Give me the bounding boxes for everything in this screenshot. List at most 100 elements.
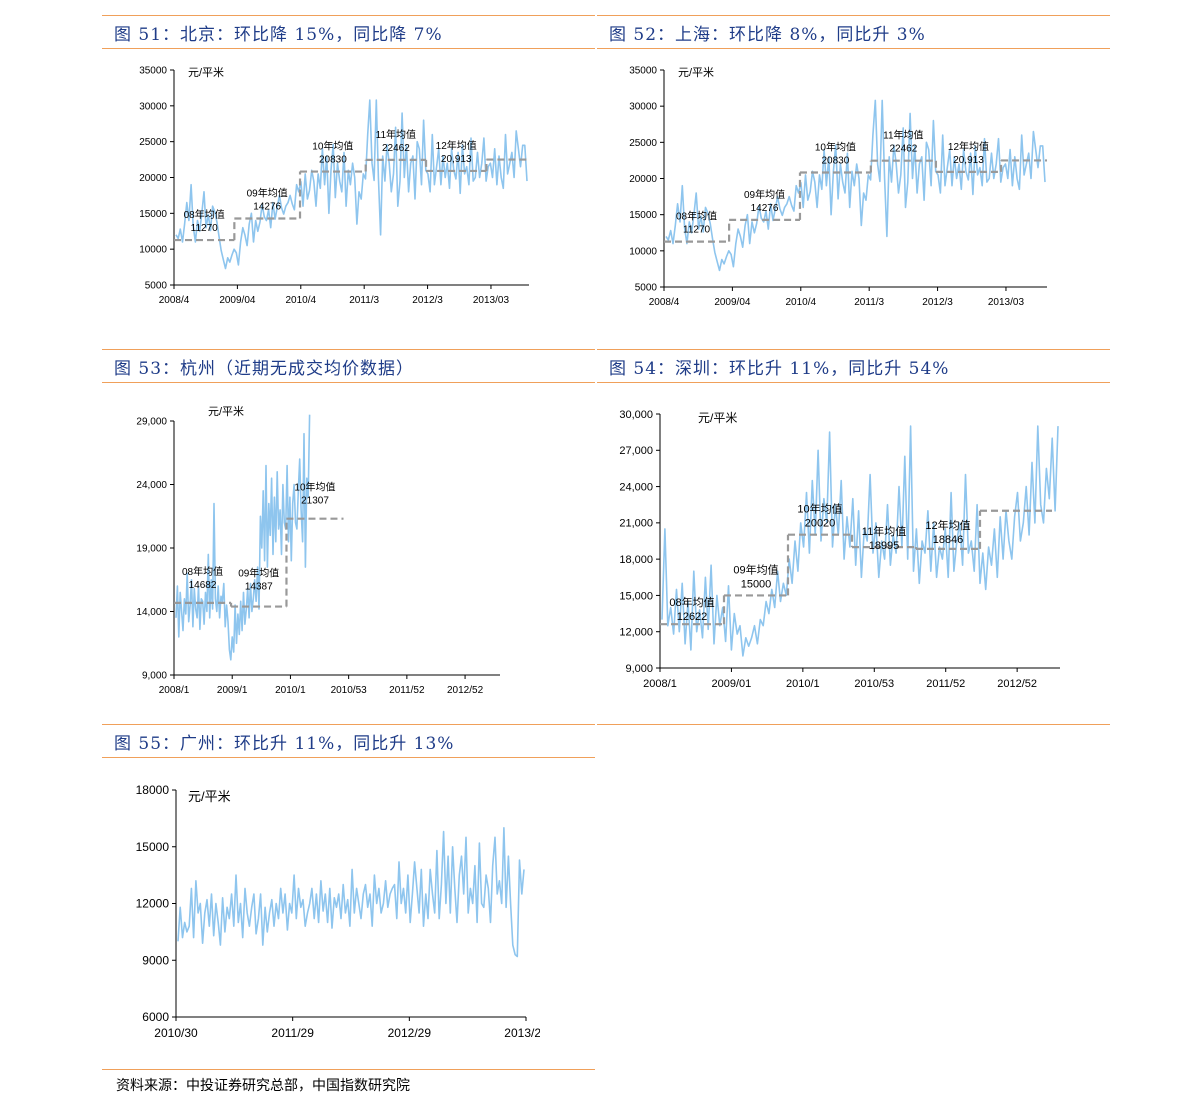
- average-label: 08年均值: [182, 565, 223, 578]
- y-tick-label: 14,000: [136, 607, 167, 618]
- chart-title-51-text: 图 51：北京：环比降 15%，同比降 7%: [114, 24, 443, 45]
- x-tick-label: 2010/4: [285, 295, 316, 306]
- average-label: 08年均值: [669, 595, 714, 609]
- x-tick-label: 2011/52: [926, 678, 965, 690]
- y-tick-label: 9,000: [625, 663, 653, 675]
- chart-title-53-text: 图 53：杭州（近期无成交均价数据）: [114, 358, 415, 379]
- x-tick-label: 2010/4: [785, 297, 816, 308]
- average-label: 11年均值: [883, 129, 923, 142]
- x-tick-label: 2011/29: [271, 1026, 314, 1040]
- x-tick-label: 2012/3: [922, 297, 953, 308]
- average-label: 09年均值: [744, 188, 785, 201]
- average-value-label: 12622: [677, 611, 708, 623]
- chart-title-51: 图 51：北京：环比降 15%，同比降 7%: [102, 15, 595, 49]
- x-tick-label: 2008/4: [649, 297, 680, 308]
- average-value-label: 20830: [319, 155, 347, 166]
- y-tick-label: 12000: [136, 897, 170, 911]
- y-tick-label: 30000: [139, 101, 167, 112]
- y-tick-label: 24,000: [619, 481, 653, 493]
- average-label: 08年均值: [184, 208, 225, 221]
- x-tick-label: 2009/04: [219, 295, 256, 306]
- y-tick-label: 30000: [629, 102, 657, 113]
- x-tick-label: 2011/3: [349, 295, 379, 306]
- unit-label: 元/平米: [188, 66, 224, 79]
- divider: [102, 1069, 595, 1070]
- average-value-label: 15000: [741, 578, 772, 590]
- y-tick-label: 25000: [629, 138, 657, 149]
- average-label: 09年均值: [247, 187, 288, 200]
- x-tick-label: 2012/29: [388, 1026, 432, 1040]
- average-value-label: 14276: [751, 203, 779, 214]
- x-tick-label: 2010/53: [331, 685, 368, 696]
- average-label: 11年均值: [862, 524, 906, 538]
- chart-title-52-text: 图 52：上海：环比降 8%，同比升 3%: [609, 24, 926, 45]
- chart-title-55: 图 55：广州：环比升 11%，同比升 13%: [102, 724, 595, 758]
- unit-label: 元/平米: [678, 66, 714, 79]
- y-tick-label: 9,000: [142, 671, 167, 682]
- y-tick-label: 18000: [136, 783, 170, 797]
- y-tick-label: 18,000: [619, 554, 653, 566]
- average-label: 08年均值: [676, 210, 717, 223]
- average-value-label: 20,913: [953, 155, 984, 166]
- shanghai-price-chart: 5000 10000 15000 20000 25000 30000 35000 2008/4…: [629, 66, 1047, 308]
- y-tick-label: 6000: [142, 1010, 169, 1024]
- x-tick-label: 2012/3: [412, 295, 443, 306]
- x-tick-label: 2008/1: [159, 685, 190, 696]
- x-tick-label: 2008/1: [643, 678, 677, 690]
- hangzhou-price-chart: 9,000 14,000 19,000 24,000 29,000 2008/1 2009/…: [136, 405, 500, 696]
- x-tick-label: 2009/1: [217, 685, 248, 696]
- average-label: 10年均值: [294, 481, 335, 494]
- average-label: 12年均值: [436, 139, 477, 152]
- x-tick-label: 2009/01: [712, 678, 752, 690]
- x-tick-label: 2010/1: [786, 678, 820, 690]
- divider: [597, 724, 1110, 725]
- shenzhen-price-chart: 9,000 12,000 15,000 18,000 21,000 24,000 27,00…: [619, 409, 1060, 690]
- y-tick-label: 20000: [629, 174, 657, 185]
- y-tick-label: 5000: [635, 283, 658, 294]
- source-note: 资料来源：中投证券研究总部，中国指数研究院: [116, 1078, 410, 1094]
- average-value-label: 14276: [253, 202, 281, 213]
- x-tick-label: 2010/53: [854, 678, 894, 690]
- y-tick-label: 5000: [145, 281, 168, 292]
- y-tick-label: 15000: [629, 210, 657, 221]
- x-tick-label: 2009/04: [714, 297, 751, 308]
- unit-label: 元/平米: [698, 411, 737, 425]
- chart-title-54-text: 图 54：深圳：环比升 11%，同比升 54%: [609, 358, 950, 379]
- chart-title-53: 图 53：杭州（近期无成交均价数据）: [102, 349, 595, 383]
- average-value-label: 22462: [382, 143, 410, 154]
- guangzhou-price-chart: 6000 9000 12000 15000 18000 2010/30 2011/29 201…: [136, 783, 540, 1040]
- average-value-label: 18846: [933, 534, 964, 546]
- x-tick-label: 2008/4: [159, 295, 190, 306]
- y-tick-label: 9000: [142, 953, 169, 967]
- average-value-label: 20830: [821, 155, 849, 166]
- chart-title-54: 图 54：深圳：环比升 11%，同比升 54%: [597, 349, 1110, 383]
- average-label: 10年均值: [797, 502, 842, 516]
- x-tick-label: 2012/52: [447, 685, 484, 696]
- average-label: 12年均值: [925, 518, 970, 532]
- y-tick-label: 15000: [136, 840, 170, 854]
- chart-title-55-text: 图 55：广州：环比升 11%，同比升 13%: [114, 733, 455, 754]
- average-value-label: 14682: [189, 580, 217, 591]
- x-tick-label: 2010/1: [275, 685, 306, 696]
- x-tick-label: 2013/03: [473, 295, 510, 306]
- price-series-line: [175, 414, 311, 661]
- y-tick-label: 25000: [139, 137, 167, 148]
- y-tick-label: 15000: [139, 209, 167, 220]
- y-tick-label: 35000: [139, 66, 167, 77]
- average-value-label: 11270: [191, 223, 219, 234]
- average-value-label: 20020: [805, 518, 836, 530]
- average-value-label: 20,913: [441, 154, 472, 165]
- x-tick-label: 2013/03: [988, 297, 1025, 308]
- y-tick-label: 10000: [139, 245, 167, 256]
- y-tick-label: 29,000: [136, 417, 167, 428]
- x-tick-label: 2011/52: [389, 685, 425, 696]
- average-label: 11年均值: [376, 128, 416, 141]
- price-series-line: [661, 425, 1059, 657]
- unit-label: 元/平米: [208, 405, 244, 418]
- unit-label: 元/平米: [188, 789, 231, 804]
- price-series-line: [665, 99, 1046, 272]
- average-value-label: 21307: [301, 496, 329, 507]
- y-tick-label: 30,000: [619, 409, 653, 421]
- y-tick-label: 27,000: [619, 445, 653, 457]
- y-tick-label: 24,000: [136, 480, 167, 491]
